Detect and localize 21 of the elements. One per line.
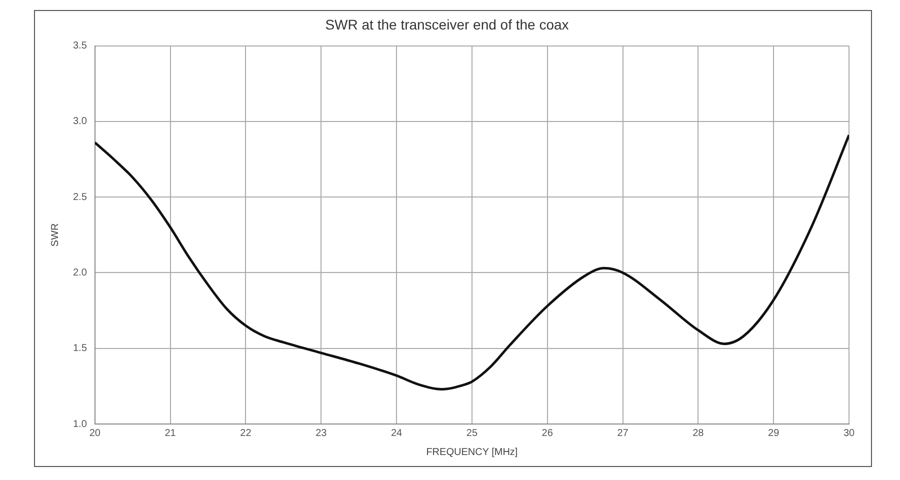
x-tick-label: 25	[466, 428, 478, 439]
x-axis-title: FREQUENCY [MHz]	[426, 446, 518, 458]
y-axis-title: SWR	[50, 223, 61, 247]
y-tick-label: 2.0	[72, 267, 88, 278]
y-tick-label: 1.0	[72, 418, 88, 430]
x-tick-label: 20	[89, 428, 101, 439]
y-tick-label: 2.5	[72, 192, 88, 203]
x-tick-label: 29	[768, 428, 780, 439]
x-tick-label: 26	[542, 428, 554, 439]
y-tick-label: 1.5	[72, 343, 88, 354]
x-tick-label: 23	[316, 428, 328, 439]
y-tick-label: 3.0	[72, 116, 88, 128]
x-tick-label: 22	[240, 428, 252, 439]
x-tick-label: 28	[692, 428, 704, 439]
x-tick-label: 30	[843, 428, 855, 439]
chart-title: SWR at the transceiver end of the coax	[325, 16, 569, 32]
x-tick-label: 24	[390, 428, 403, 439]
line-series	[94, 134, 849, 390]
x-tick-label: 27	[617, 428, 629, 439]
y-tick-label: 3.5	[72, 40, 88, 52]
x-tick-label: 21	[164, 428, 176, 439]
